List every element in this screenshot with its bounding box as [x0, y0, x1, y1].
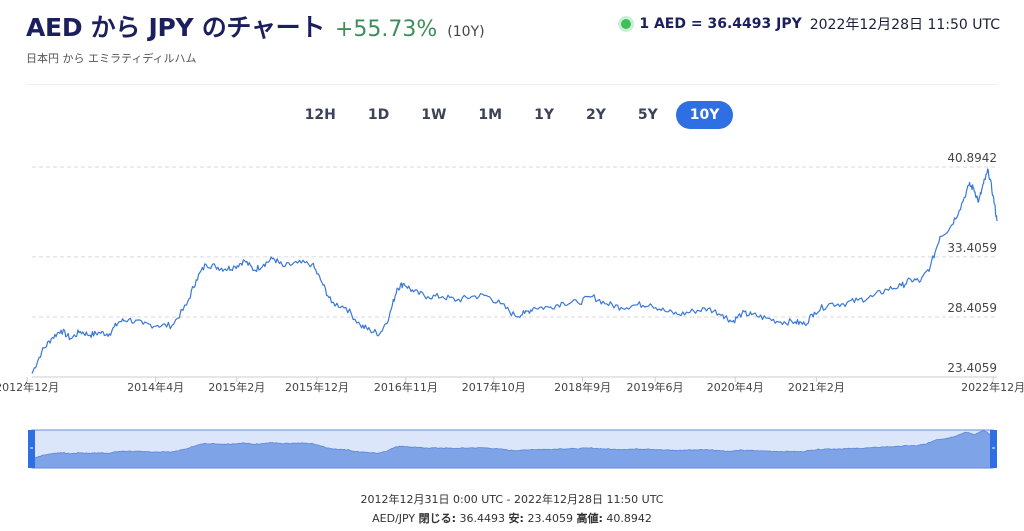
x-tick-label: 2021年2月 — [788, 380, 845, 394]
x-tick-label: 2022年12月 — [961, 380, 1024, 394]
navigator-handle-left[interactable] — [28, 430, 35, 468]
tab-5y[interactable]: 5Y — [637, 107, 658, 123]
x-tick-label: 2020年4月 — [707, 380, 764, 394]
y-tick-label: 23.4059 — [947, 361, 997, 375]
pair-label: AED/JPY — [372, 512, 416, 525]
page-title: AED から JPY のチャート — [26, 13, 325, 42]
change-percent: +55.73% — [334, 17, 438, 42]
x-tick-label: 2019年6月 — [627, 380, 684, 394]
y-tick-label: 28.4059 — [947, 301, 997, 315]
series-line — [31, 168, 998, 374]
navigator-area — [31, 429, 994, 469]
date-range: 2012年12月31日 0:00 UTC - 2022年12月28日 11:50… — [360, 493, 664, 506]
x-tick-label: 2015年12月 — [285, 380, 349, 394]
tab-12h[interactable]: 12H — [304, 107, 336, 123]
rate-display: 1 AED = 36.4493 JPY 2022年12月28日 11:50 UT… — [621, 14, 1000, 34]
period-tabs: 12H 1D 1W 1M 1Y 2Y 5Y 10Y — [0, 101, 1024, 129]
low-value: 23.4059 — [527, 512, 573, 525]
tab-1d[interactable]: 1D — [367, 107, 390, 123]
x-tick-label: 2016年11月 — [374, 380, 438, 394]
page-subtitle: 日本円 から エミラティディルハム — [26, 52, 197, 65]
header-divider — [26, 84, 998, 85]
x-tick-label: 2017年10月 — [462, 380, 526, 394]
tab-10y[interactable]: 10Y — [675, 101, 734, 129]
period-label: (10Y) — [447, 24, 485, 40]
rate-value: 1 AED = 36.4493 JPY — [639, 16, 802, 32]
x-tick-label: 2018年9月 — [554, 380, 611, 394]
tab-1m[interactable]: 1M — [478, 107, 503, 123]
stats-line: AED/JPY 閉じる: 36.4493 安: 23.4059 高値: 40.8… — [0, 510, 1024, 526]
x-tick-label: 2014年4月 — [127, 380, 184, 394]
title-row: AED から JPY のチャート +55.73% (10Y) — [26, 8, 485, 44]
y-tick-label: 40.8942 — [947, 151, 997, 165]
tab-1w[interactable]: 1W — [421, 107, 447, 123]
close-value: 36.4493 — [459, 512, 506, 525]
navigator-handle-right[interactable] — [990, 430, 997, 468]
close-label: 閉じる: — [418, 512, 457, 525]
x-tick-label: 2012年12月 — [0, 380, 59, 394]
tab-2y[interactable]: 2Y — [585, 107, 606, 123]
x-tick-label: 2015年2月 — [208, 380, 265, 394]
high-value: 40.8942 — [606, 512, 652, 525]
low-label: 安: — [508, 512, 524, 525]
rate-timestamp: 2022年12月28日 11:50 UTC — [809, 17, 1000, 33]
y-tick-label: 33.4059 — [947, 241, 997, 255]
high-label: 高値: — [576, 512, 603, 525]
live-dot-icon — [621, 19, 632, 29]
tab-1y[interactable]: 1Y — [534, 107, 554, 123]
